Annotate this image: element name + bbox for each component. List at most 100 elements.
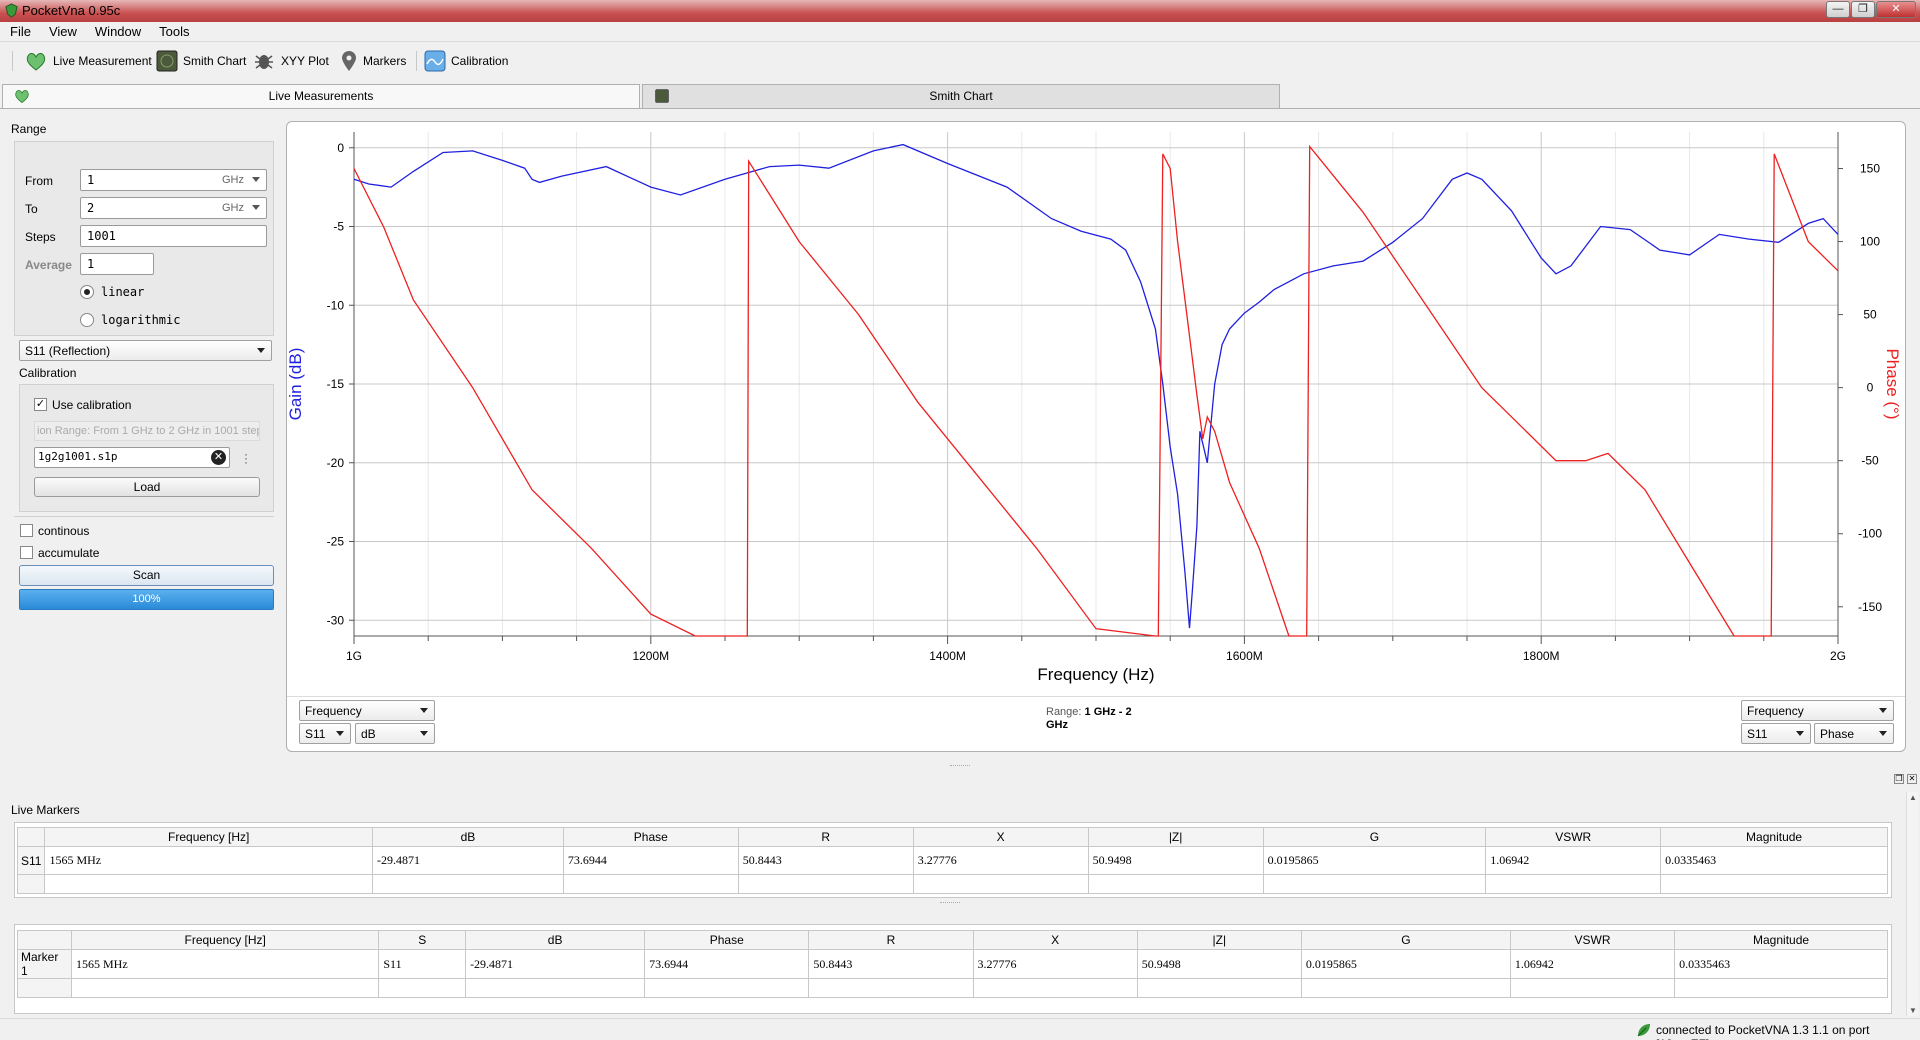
calibration-file-field[interactable]: 1g2g1001.s1p ✕ [34,447,230,468]
table-cell[interactable]: 1.06942 [1485,846,1662,875]
menu-file[interactable]: File [10,24,31,39]
table-cell[interactable]: 1565 MHz [44,846,373,875]
clear-icon[interactable]: ✕ [211,450,226,465]
table-cell[interactable]: 50.8443 [737,846,914,875]
menu-tools[interactable]: Tools [159,24,190,39]
right-unit-select[interactable]: Phase [1814,723,1894,744]
x-tick-label: 1400M [929,649,966,663]
column-header[interactable]: Phase [644,930,810,950]
table-cell [1509,978,1676,998]
steps-field[interactable]: 1001 [80,225,267,247]
table-cell[interactable]: 3.27776 [912,846,1089,875]
table-cell[interactable]: 73.6944 [644,949,810,979]
scroll-up-icon[interactable]: ▲ [1909,793,1917,802]
column-header[interactable]: |Z| [1136,930,1302,950]
gain-phase-chart[interactable]: 0 -5 -10 -15 -20 -25 -30 150 100 50 0 -50 -100 -150 1G… [287,122,1905,692]
table-cell[interactable]: 1.06942 [1509,949,1676,979]
table-cell[interactable]: -29.4871 [465,949,646,979]
accumulate-checkbox[interactable] [20,546,33,559]
scroll-down-icon[interactable]: ▼ [1909,1006,1917,1015]
table-cell[interactable]: -29.4871 [371,846,564,875]
right-axis-select[interactable]: Frequency [1741,700,1894,721]
table-cell [737,874,914,894]
range-summary-value: 1 GHz - 2 [1084,706,1132,718]
right-param-select[interactable]: S11 [1741,723,1811,744]
table-cell [17,978,72,998]
range-summary-label: Range: [1046,706,1082,718]
column-header[interactable]: VSWR [1509,930,1676,950]
splitter-handle[interactable] [940,902,960,904]
xyy-plot-button[interactable]: XYY Plot [252,49,329,73]
left-axis-select[interactable]: Frequency [299,700,435,721]
column-header[interactable]: Phase [562,827,739,847]
column-header[interactable]: dB [465,930,646,950]
minimize-button[interactable]: — [1826,1,1850,18]
table-cell[interactable]: 50.9498 [1087,846,1264,875]
calibration-label: Calibration [451,54,509,68]
left-unit-select[interactable]: dB [355,723,435,744]
column-header[interactable]: S [378,930,467,950]
table-row-empty [16,874,1888,894]
scan-button[interactable]: Scan [19,565,274,586]
column-header[interactable]: Magnitude [1674,930,1888,950]
column-header[interactable]: X [972,930,1138,950]
table-row[interactable]: Marker 1 1565 MHz S11 -29.4871 73.6944 50.844… [17,949,1888,979]
menu-window[interactable]: Window [94,24,142,39]
table-cell[interactable]: 0.0195865 [1262,846,1487,875]
table-cell[interactable]: 0.0335463 [1660,846,1888,875]
column-header[interactable]: R [808,930,974,950]
tab-smith-chart[interactable]: Smith Chart [642,84,1280,108]
close-button[interactable]: ✕ [1876,1,1916,18]
table-cell[interactable]: 3.27776 [972,949,1138,979]
continous-checkbox[interactable] [20,524,33,537]
maximize-button[interactable]: ❐ [1851,1,1875,18]
column-header[interactable]: G [1300,930,1511,950]
table-cell[interactable]: 0.0195865 [1300,949,1511,979]
from-field[interactable]: 1 GHz [80,169,267,191]
column-header[interactable]: dB [371,827,564,847]
table-cell [1300,978,1511,998]
tab-live-measurements[interactable]: Live Measurements [2,84,640,108]
column-header[interactable]: G [1262,827,1487,847]
load-button[interactable]: Load [34,477,260,497]
y-tick-label: -30 [327,613,345,627]
vertical-scrollbar[interactable]: ▲ ▼ [1906,792,1918,1016]
table-row[interactable]: S11 1565 MHz -29.4871 73.6944 50.8443 3.27776… [16,846,1888,875]
calibration-button[interactable]: Calibration [424,49,508,73]
right-unit-value: Phase [1820,727,1855,741]
float-icon[interactable]: ❐ [1894,774,1904,784]
leaf-icon [1637,1024,1650,1037]
table-cell[interactable]: 1565 MHz [70,949,380,979]
left-param-value: S11 [305,727,326,741]
left-param-select[interactable]: S11 [299,723,351,744]
column-header[interactable]: X [912,827,1089,847]
table-cell[interactable]: S11 [378,949,467,979]
sparam-select[interactable]: S11 (Reflection) [19,340,272,361]
toolbar: Live Measurement Smith Chart XYY Plot Ma… [0,43,1920,79]
use-calibration-checkbox[interactable]: ✓ [34,398,47,411]
chevron-down-icon [252,205,260,210]
table-cell[interactable]: 73.6944 [562,846,739,875]
linear-radio[interactable] [80,285,94,299]
smith-chart-button[interactable]: Smith Chart [156,49,246,73]
close-icon[interactable]: ✕ [1907,774,1917,784]
column-header[interactable]: Magnitude [1660,827,1888,847]
average-field[interactable]: 1 [80,253,154,275]
logarithmic-radio[interactable] [80,313,94,327]
right-axis-value: Frequency [1747,704,1804,718]
live-measurement-button[interactable]: Live Measurement [24,49,152,73]
markers-button[interactable]: Markers [340,49,406,73]
column-header[interactable]: |Z| [1087,827,1264,847]
column-header[interactable]: Frequency [Hz] [70,930,380,950]
table-cell[interactable]: 50.8443 [808,949,974,979]
menu-view[interactable]: View [48,24,77,39]
chevron-down-icon [252,177,260,182]
column-header[interactable]: VSWR [1485,827,1662,847]
splitter-handle[interactable] [950,765,970,767]
table-cell[interactable]: 0.0335463 [1674,949,1888,979]
table-cell[interactable]: 50.9498 [1136,949,1302,979]
more-vertical-icon[interactable]: · · · [244,447,248,469]
column-header[interactable]: R [737,827,914,847]
to-field[interactable]: 2 GHz [80,197,267,219]
column-header[interactable]: Frequency [Hz] [44,827,373,847]
